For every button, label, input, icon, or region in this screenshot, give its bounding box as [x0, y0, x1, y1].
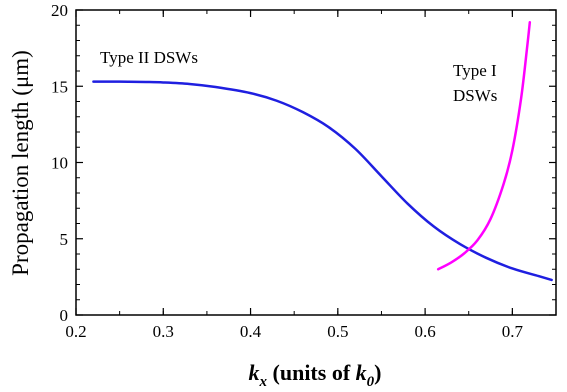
x-axis-close: ): [374, 360, 381, 385]
series-line-type-i: [436, 20, 532, 271]
x-tick-label: 0.6: [414, 322, 435, 341]
annotation-type-ii: Type II DSWs: [100, 48, 198, 67]
x-axis-var: k: [249, 360, 260, 385]
x-tick-label: 0.5: [327, 322, 348, 341]
y-tick-label: 0: [60, 306, 69, 325]
x-axis-unit-var: k: [356, 360, 367, 385]
label-layer: 0.2 0.3 0.4 0.5 0.6 0.7 0 5 10 15 20: [51, 1, 523, 341]
x-axis-title: kx (units of k0): [249, 360, 382, 390]
annotation-type-i: Type I: [453, 61, 497, 80]
series-line-type-ii: [92, 80, 553, 282]
x-axis-unit-sub: 0: [367, 374, 375, 390]
x-axis-units: (units of: [267, 360, 356, 385]
y-tick-label: 10: [51, 154, 68, 173]
ticks: [75, 9, 557, 316]
x-tick-label: 0.3: [153, 322, 174, 341]
y-tick-label: 20: [51, 1, 68, 20]
x-tick-label: 0.7: [502, 322, 524, 341]
x-tick-label: 0.4: [240, 322, 262, 341]
series-layer: [92, 20, 553, 282]
annotation-type-i-dsws: DSWs: [453, 86, 497, 105]
y-tick-label: 5: [60, 230, 69, 249]
x-axis-var-sub: x: [259, 374, 268, 390]
x-tick-label: 0.2: [65, 322, 86, 341]
y-axis-title: Propagation length (μm): [8, 50, 33, 276]
y-tick-label: 15: [51, 77, 68, 96]
